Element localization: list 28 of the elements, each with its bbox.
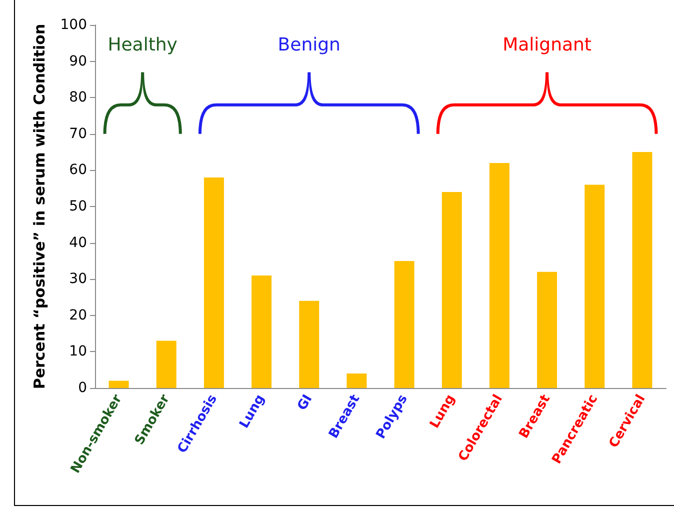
bar: [252, 275, 272, 388]
y-tick-label: 20: [69, 307, 87, 324]
bar: [204, 177, 224, 388]
y-tick-label: 50: [69, 198, 87, 214]
y-axis-title: Percent “positive” in serum with Condition: [30, 24, 48, 390]
y-tick-label: 90: [69, 53, 87, 70]
annotation: Healthy: [108, 34, 178, 56]
x-tick-label: GI: [294, 392, 316, 414]
bar: [489, 162, 510, 388]
y-tick-label: 80: [69, 90, 87, 106]
bar: [394, 260, 414, 388]
bar: [442, 192, 462, 388]
bar: [156, 340, 176, 388]
y-tick-label: 60: [69, 162, 87, 178]
y-tick-label: 0: [78, 380, 87, 396]
annotation: Benign: [278, 34, 340, 56]
y-tick-label: 40: [69, 234, 87, 251]
y-tick-label: 70: [69, 126, 87, 142]
bar: [537, 272, 558, 388]
bar: [584, 184, 605, 388]
bar: [299, 300, 320, 388]
y-tick-label: 10: [69, 344, 87, 360]
bar: [632, 152, 652, 388]
y-tick-label: 30: [69, 271, 87, 288]
bar: [108, 380, 129, 388]
annotation: Malignant: [502, 34, 592, 56]
bar: [346, 373, 367, 388]
y-tick-label: 100: [60, 17, 87, 33]
